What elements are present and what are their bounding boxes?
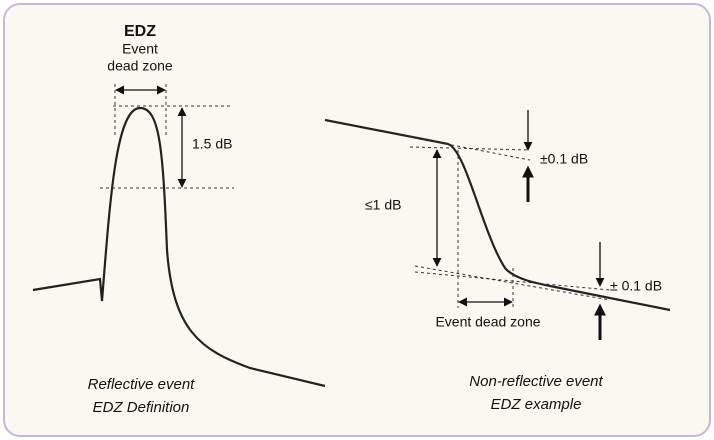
height-label: 1.5 dB (192, 136, 232, 152)
zone-label: Event dead zone (435, 314, 540, 330)
edz-subtitle: dead zone (107, 58, 173, 74)
caption: EDZ example (491, 396, 582, 413)
edz-subtitle: Event (122, 41, 158, 57)
guide (409, 146, 531, 151)
edz-title: EDZ (124, 23, 156, 40)
bottom-label: ± 0.1 dB (610, 278, 662, 294)
caption: Non-reflective event (469, 373, 603, 390)
reflective-trace (32, 106, 326, 388)
drop-label: ≤1 dB (365, 197, 401, 213)
top-label: ±0.1 dB (540, 151, 588, 167)
caption: Reflective event (88, 376, 196, 393)
caption: EDZ Definition (93, 399, 190, 416)
non-reflective-trace (324, 118, 671, 312)
